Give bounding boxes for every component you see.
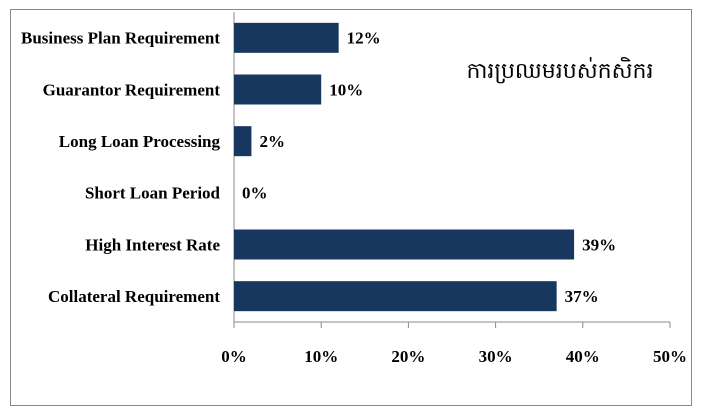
bar	[234, 74, 322, 105]
y-tick-label: Short Loan Period	[85, 184, 221, 203]
y-tick-label: Long Loan Processing	[59, 132, 221, 151]
x-tick-label: 30%	[479, 347, 513, 366]
value-label: 12%	[347, 29, 381, 48]
value-label: 37%	[565, 287, 599, 306]
bar	[234, 281, 557, 312]
y-tick-label: Business Plan Requirement	[21, 29, 220, 48]
annotation: ការប្រឈមរបស់កសិករ	[466, 57, 653, 84]
value-label: 39%	[582, 235, 616, 254]
x-tick-label: 40%	[566, 347, 600, 366]
bar	[234, 229, 575, 260]
y-tick-label: Guarantor Requirement	[43, 80, 221, 99]
value-label: 10%	[329, 80, 363, 99]
x-tick-label: 20%	[391, 347, 425, 366]
bar	[234, 126, 252, 157]
value-label: 2%	[259, 132, 285, 151]
y-tick-label: High Interest Rate	[85, 235, 220, 254]
x-tick-label: 50%	[653, 347, 687, 366]
x-tick-label: 0%	[221, 347, 247, 366]
value-label: 0%	[242, 184, 268, 203]
bar	[234, 22, 339, 53]
chart-border	[10, 9, 692, 406]
y-tick-label: Collateral Requirement	[48, 287, 220, 306]
x-tick-label: 10%	[304, 347, 338, 366]
